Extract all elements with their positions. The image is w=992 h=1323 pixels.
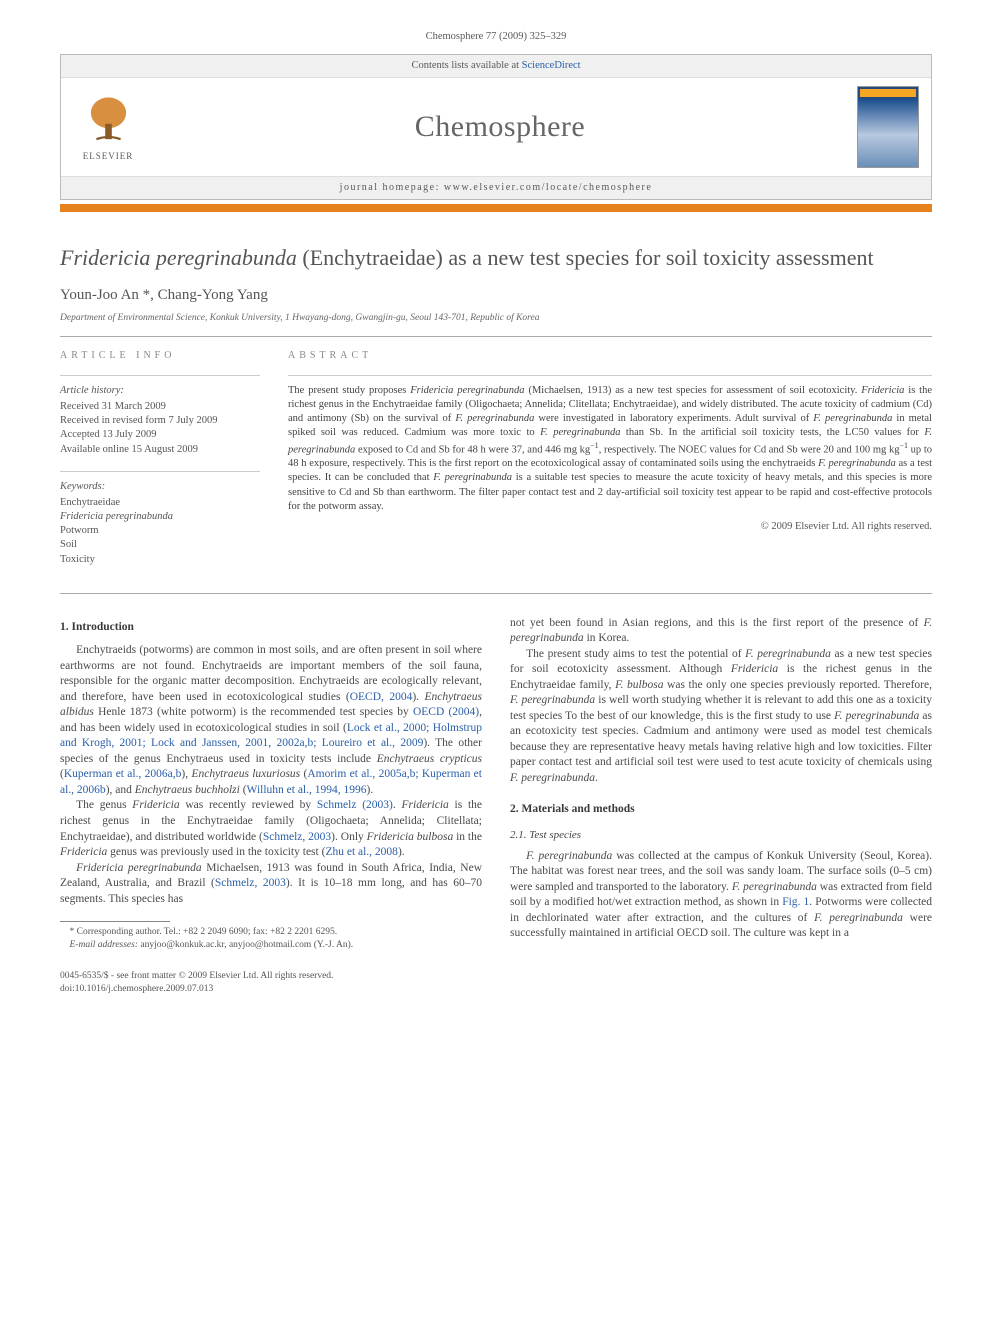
body-paragraph: F. peregrinabunda was collected at the c… [510,849,932,942]
page-footer: 0045-6535/$ - see front matter © 2009 El… [60,970,932,996]
history-accepted: Accepted 13 July 2009 [60,428,260,442]
section-2-heading: 2. Materials and methods [510,802,932,818]
email-label: E-mail addresses: [70,940,139,950]
keywords-label: Keywords: [60,480,260,494]
body-paragraph: Fridericia peregrinabunda Michaelsen, 19… [60,861,482,908]
divider [60,593,932,594]
sciencedirect-link[interactable]: ScienceDirect [522,60,581,71]
footnote-separator [60,921,170,922]
history-revised: Received in revised form 7 July 2009 [60,414,260,428]
keyword: Potworm [60,524,260,538]
authors: Youn-Joo An *, Chang-Yong Yang [60,285,932,305]
body-paragraph: The genus Fridericia was recently review… [60,798,482,860]
publisher-name: ELSEVIER [83,150,134,162]
contents-label: Contents lists available at [411,60,521,71]
history-label: Article history: [60,384,260,398]
journal-homepage: journal homepage: www.elsevier.com/locat… [61,176,931,199]
keyword: Fridericia peregrinabunda [60,510,260,524]
abstract-heading: ABSTRACT [288,349,932,363]
keyword: Soil [60,538,260,552]
email-footnote: E-mail addresses: anyjoo@konkuk.ac.kr, a… [60,939,482,952]
article-title: Fridericia peregrinabunda (Enchytraeidae… [60,244,932,272]
body-paragraph: not yet been found in Asian regions, and… [510,616,932,647]
elsevier-logo: ELSEVIER [73,87,143,167]
title-italic-genus: Fridericia peregrinabunda [60,245,297,270]
divider [60,336,932,337]
journal-cover-thumbnail [857,86,919,168]
corresponding-author-footnote: * Corresponding author. Tel.: +82 2 2049… [60,926,482,939]
orange-divider-bar [60,204,932,212]
section-2-1-heading: 2.1. Test species [510,828,932,843]
elsevier-tree-icon [81,93,136,148]
history-online: Available online 15 August 2009 [60,443,260,457]
affiliation: Department of Environmental Science, Kon… [60,312,932,325]
body-paragraph: Enchytraeids (potworms) are common in mo… [60,643,482,798]
article-info-column: ARTICLE INFO Article history: Received 3… [60,349,260,580]
keyword: Toxicity [60,553,260,567]
footer-doi: doi:10.1016/j.chemosphere.2009.07.013 [60,983,932,996]
article-body: 1. Introduction Enchytraeids (potworms) … [60,616,932,952]
article-info-heading: ARTICLE INFO [60,349,260,363]
abstract-column: ABSTRACT The present study proposes Frid… [288,349,932,580]
header-contents-line: Contents lists available at ScienceDirec… [61,55,931,78]
abstract-copyright: © 2009 Elsevier Ltd. All rights reserved… [288,520,932,534]
header-citation: Chemosphere 77 (2009) 325–329 [60,30,932,44]
body-paragraph: The present study aims to test the poten… [510,647,932,787]
keyword: Enchytraeidae [60,496,260,510]
journal-name: Chemosphere [415,107,585,148]
title-remainder: (Enchytraeidae) as a new test species fo… [297,245,874,270]
email-addresses: anyjoo@konkuk.ac.kr, anyjoo@hotmail.com … [138,940,353,950]
history-received: Received 31 March 2009 [60,400,260,414]
header-box: Contents lists available at ScienceDirec… [60,54,932,200]
section-1-heading: 1. Introduction [60,620,482,636]
footer-front-matter: 0045-6535/$ - see front matter © 2009 El… [60,970,932,983]
abstract-text: The present study proposes Fridericia pe… [288,384,932,514]
